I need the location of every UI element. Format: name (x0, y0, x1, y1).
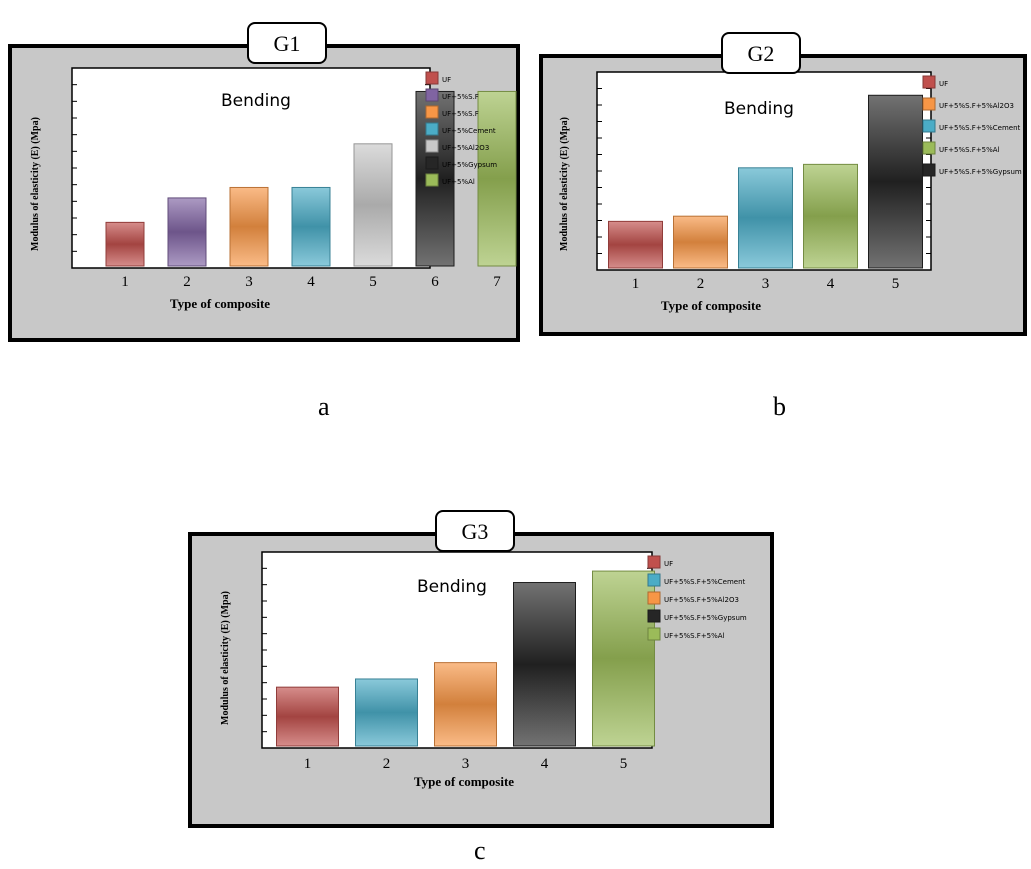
bar-3 (738, 167, 793, 269)
panel-title-g2: G2 (721, 32, 801, 74)
bar-5 (353, 143, 393, 267)
legend-label: UF+5%S.F+5%Al (939, 146, 1000, 154)
legend-swatch (647, 555, 661, 569)
y-axis-title: Modulus of elasticity (E) (Mpa) (559, 117, 570, 251)
bar-2 (355, 678, 418, 747)
x-axis-title: Type of composite (170, 296, 270, 311)
chart-annotation: Bending (724, 99, 794, 119)
panel-title-g1: G1 (247, 22, 327, 64)
legend-swatch (425, 139, 439, 153)
bar-2 (167, 197, 207, 267)
subfigure-label-b: b (773, 392, 786, 421)
x-axis-title: Type of composite (661, 298, 761, 313)
bar-chart-g1: 1 2 3 4 5 6 7 Bending Type of composite Modulus o… (30, 67, 517, 311)
bar-3 (434, 662, 497, 747)
y-axis-title: Modulus of elasticity (E) (Mpa) (220, 591, 231, 725)
bar-1 (276, 686, 339, 747)
legend-label: UF+5%S.F+5%Cement (664, 578, 746, 586)
bar-4 (513, 582, 576, 747)
x-axis-title: Type of composite (414, 774, 514, 789)
legend-label: UF+5%S.F+5%Al (664, 632, 725, 640)
legend-label: UF+5%S.F+5%Cement (939, 124, 1021, 132)
legend-swatch (647, 573, 661, 587)
legend-label: UF+5%S.F (442, 110, 479, 118)
x-tick-label: 1 (304, 756, 312, 772)
legend-swatch (647, 591, 661, 605)
legend-label: UF+5%S.F+5%Gypsum (664, 614, 747, 622)
bar-5 (592, 570, 655, 747)
x-tick-label: 4 (827, 276, 835, 292)
bar-3 (229, 186, 269, 267)
bar-1 (608, 220, 663, 269)
legend-swatch (922, 119, 936, 133)
legend-swatch (922, 163, 936, 177)
x-tick-label: 5 (892, 276, 900, 292)
bar-4 (291, 186, 331, 267)
legend-swatch (425, 88, 439, 102)
legend-swatch (647, 609, 661, 623)
chart-annotation: Bending (221, 91, 291, 111)
panel-title-g3: G3 (435, 510, 515, 552)
legend-label: UF (442, 76, 451, 84)
bar-7 (477, 90, 517, 267)
x-tick-label: 5 (620, 756, 628, 772)
x-tick-label: 5 (369, 274, 377, 290)
legend-label: UF (939, 80, 948, 88)
bar-chart-g2: 1 2 3 4 5 Bending Type of composite Modulus of … (559, 71, 1022, 313)
legend-label: UF+5%S.F+5%Al2O3 (939, 102, 1014, 110)
legend-swatch (922, 97, 936, 111)
legend-swatch (425, 156, 439, 170)
x-tick-label: 7 (493, 274, 501, 290)
x-tick-label: 4 (541, 756, 549, 772)
legend-swatch (425, 71, 439, 85)
legend-label: UF+5%S.F (442, 93, 479, 101)
legend-label: UF+5%S.F+5%Gypsum (939, 168, 1022, 176)
legend-swatch (922, 75, 936, 89)
legend-label: UF+5%S.F+5%Al2O3 (664, 596, 739, 604)
legend-label: UF+5%Gypsum (442, 161, 497, 169)
bar-2 (673, 215, 728, 269)
legend-swatch (425, 105, 439, 119)
y-axis-title: Modulus of elasticity (E) (Mpa) (30, 117, 41, 251)
x-tick-label: 3 (462, 756, 470, 772)
bar-5 (868, 94, 923, 269)
legend-swatch (647, 627, 661, 641)
x-tick-label: 6 (431, 274, 439, 290)
bar-1 (105, 221, 145, 267)
x-tick-label: 3 (762, 276, 770, 292)
x-tick-label: 2 (383, 756, 391, 772)
x-tick-label: 3 (245, 274, 253, 290)
legend-label: UF+5%Cement (442, 127, 496, 135)
legend-swatch (922, 141, 936, 155)
subfigure-label-c: c (474, 836, 486, 865)
x-tick-label: 2 (183, 274, 191, 290)
legend-label: UF (664, 560, 673, 568)
x-tick-label: 4 (307, 274, 315, 290)
legend-swatch (425, 173, 439, 187)
chart-annotation: Bending (417, 577, 487, 597)
x-tick-label: 2 (697, 276, 705, 292)
x-tick-label: 1 (121, 274, 129, 290)
legend-swatch (425, 122, 439, 136)
x-tick-label: 1 (632, 276, 640, 292)
legend-label: UF+5%Al (442, 178, 475, 186)
bar-chart-g3: 1 2 3 4 5 Bending Type of composite Modulus of … (220, 551, 747, 789)
subfigure-label-a: a (318, 392, 330, 421)
legend-label: UF+5%Al2O3 (442, 144, 489, 152)
bar-4 (803, 163, 858, 269)
